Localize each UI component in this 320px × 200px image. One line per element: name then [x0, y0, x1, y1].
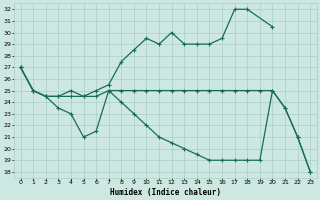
X-axis label: Humidex (Indice chaleur): Humidex (Indice chaleur)	[110, 188, 221, 197]
